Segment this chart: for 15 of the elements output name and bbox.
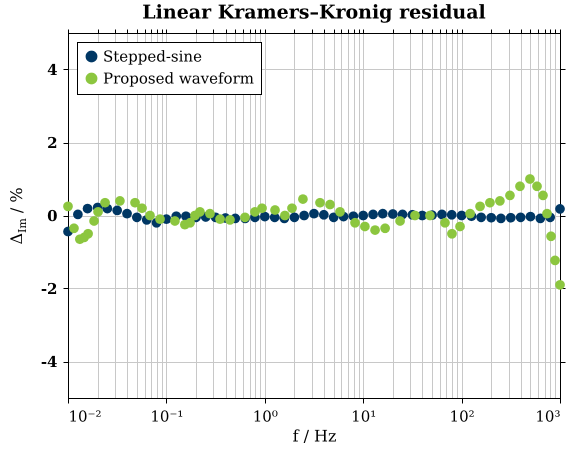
x-axis-title: f / Hz <box>292 426 336 446</box>
y-tick-label: 4 <box>47 61 58 79</box>
x-tick-label: 10⁻² <box>68 408 102 426</box>
x-tick-label: 10⁻¹ <box>150 408 184 426</box>
y-tick-label: -4 <box>40 353 58 371</box>
legend-label: Stepped-sine <box>103 48 202 66</box>
x-tick-label: 10¹ <box>351 408 376 426</box>
y-tick-label: 0 <box>47 207 58 225</box>
x-tick-label: 10⁰ <box>252 408 278 426</box>
x-tick-label: 10³ <box>535 408 560 426</box>
x-tick-label: 10² <box>450 408 475 426</box>
chart-title: Linear Kramers–Kronig residual <box>142 2 486 24</box>
legend-label: Proposed waveform <box>103 70 254 88</box>
y-tick-label: 2 <box>47 134 58 152</box>
y-tick-label: -2 <box>40 280 58 298</box>
